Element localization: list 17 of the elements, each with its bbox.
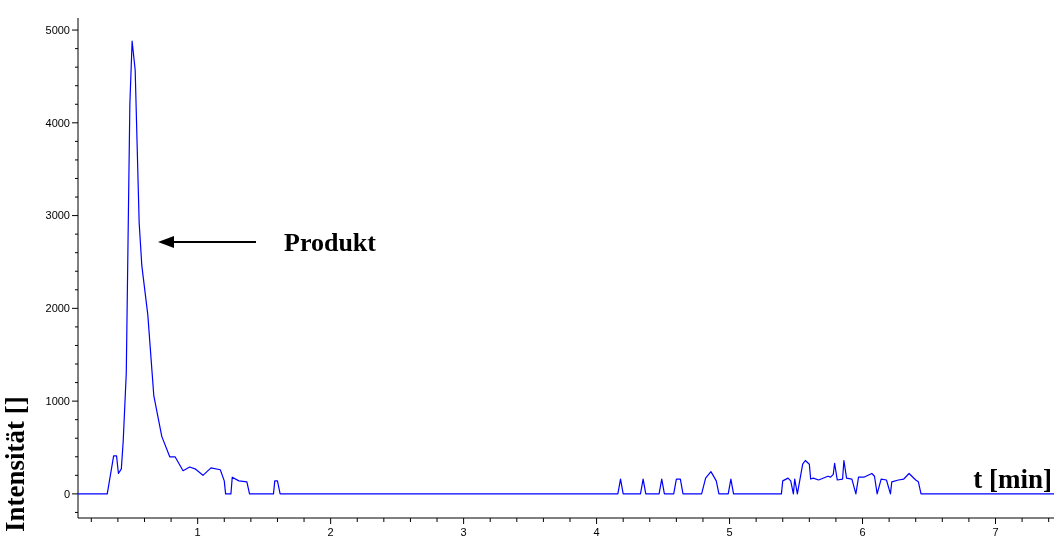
y-axis-title: Intensität [] — [0, 396, 30, 532]
y-tick-label: 4000 — [45, 116, 70, 129]
y-tick-label: 1000 — [45, 394, 70, 407]
x-tick-label: 3 — [460, 526, 467, 538]
x-tick-label: 5 — [726, 526, 733, 538]
x-tick-label: 6 — [859, 526, 866, 538]
y-tick-label: 3000 — [45, 209, 70, 222]
y-tick-label: 0 — [63, 487, 70, 500]
x-axis-title: t [min] — [973, 463, 1052, 494]
x-tick-label: 4 — [593, 526, 600, 538]
annotation: Produkt — [284, 228, 377, 258]
line-series — [77, 40, 1055, 495]
y-tick-label: 5000 — [45, 23, 70, 36]
x-tick-label: 2 — [327, 526, 334, 538]
x-tick-label: 7 — [992, 526, 999, 538]
x-tick-label: 1 — [194, 526, 201, 538]
y-tick-label: 2000 — [45, 302, 70, 315]
